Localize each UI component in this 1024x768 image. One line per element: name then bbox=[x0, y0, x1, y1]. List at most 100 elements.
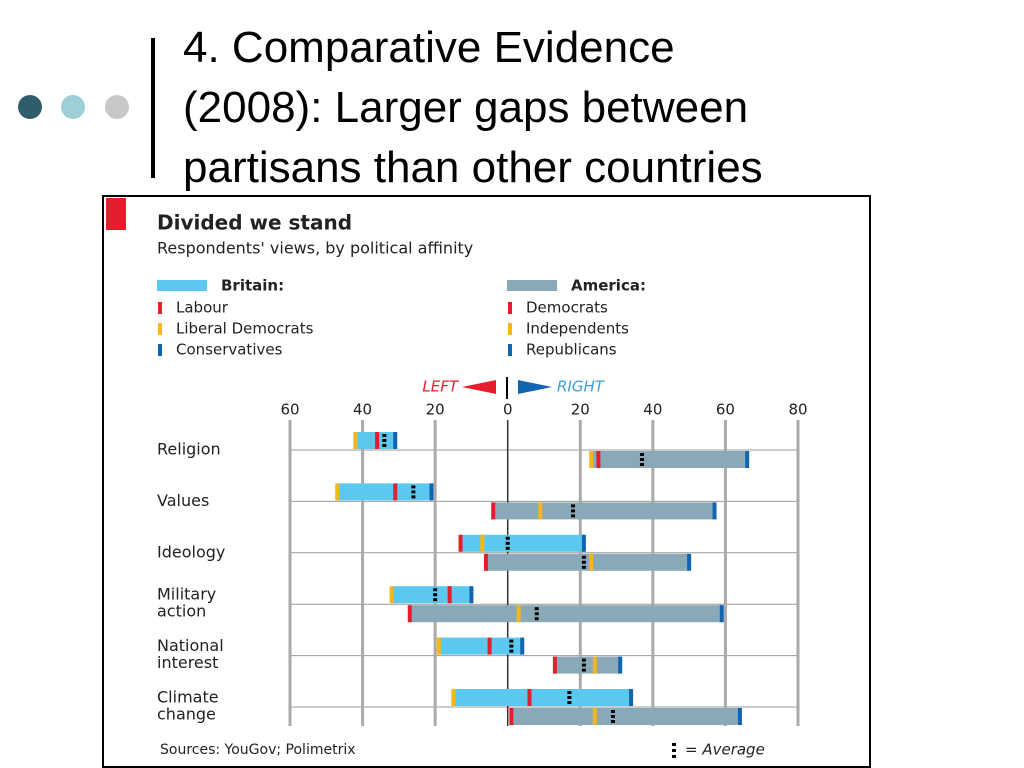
average-dot bbox=[411, 490, 416, 494]
average-dot bbox=[567, 691, 572, 694]
party-marker bbox=[509, 708, 514, 725]
party-marker bbox=[447, 586, 452, 604]
average-dot bbox=[581, 560, 586, 564]
range-bar bbox=[409, 605, 722, 623]
average-dot bbox=[534, 617, 539, 621]
range-bar bbox=[391, 586, 472, 604]
party-marker bbox=[629, 689, 634, 706]
category-label: Ideology bbox=[157, 542, 225, 561]
party-marker bbox=[407, 605, 412, 623]
average-dot bbox=[505, 546, 510, 550]
average-label: = Average bbox=[685, 741, 765, 759]
average-marker bbox=[411, 485, 416, 499]
legend-label: Democrats bbox=[526, 299, 608, 317]
average-marker bbox=[610, 710, 615, 723]
average-marker bbox=[571, 504, 576, 518]
average-dot bbox=[571, 509, 576, 513]
party-marker bbox=[581, 534, 586, 552]
center-tick bbox=[506, 377, 508, 399]
average-dot bbox=[433, 593, 438, 597]
average-marker bbox=[534, 607, 539, 621]
x-tick-label: 40 bbox=[353, 401, 372, 419]
average-key bbox=[672, 743, 676, 746]
party-marker bbox=[687, 553, 692, 571]
party-marker bbox=[712, 502, 717, 520]
x-tick-label: 20 bbox=[426, 401, 445, 419]
average-dot bbox=[382, 434, 387, 437]
average-dot bbox=[571, 504, 576, 508]
slide-title: 4. Comparative Evidence (2008): Larger g… bbox=[183, 18, 763, 198]
average-marker bbox=[433, 588, 438, 602]
average-key bbox=[672, 755, 676, 758]
average-key bbox=[672, 749, 676, 752]
range-bar bbox=[460, 534, 584, 552]
range-bar bbox=[453, 689, 632, 706]
party-marker bbox=[393, 483, 398, 501]
average-marker bbox=[581, 555, 586, 569]
legend-marker bbox=[158, 344, 162, 356]
right-label: RIGHT bbox=[557, 378, 606, 396]
average-dot bbox=[433, 588, 438, 592]
average-dot bbox=[610, 710, 615, 713]
chart-subtitle: Respondents' views, by political affinit… bbox=[157, 239, 473, 258]
average-dot bbox=[567, 696, 572, 699]
title-line: partisans than other countries bbox=[183, 143, 763, 192]
category-label: change bbox=[157, 705, 216, 724]
legend-label: Independents bbox=[526, 320, 629, 338]
title-line: (2008): Larger gaps between bbox=[183, 83, 749, 132]
party-marker bbox=[592, 656, 597, 674]
average-dot bbox=[411, 485, 416, 489]
title-line: 4. Comparative Evidence bbox=[183, 23, 675, 72]
category-label: interest bbox=[157, 653, 218, 672]
party-marker bbox=[393, 432, 398, 449]
legend-swatch bbox=[507, 280, 557, 291]
legend-marker bbox=[508, 302, 512, 314]
party-marker bbox=[737, 708, 742, 725]
party-marker bbox=[719, 605, 724, 623]
category-label: Climate bbox=[157, 688, 219, 707]
average-dot bbox=[639, 463, 644, 466]
average-dot bbox=[433, 598, 438, 602]
x-tick-label: 60 bbox=[280, 401, 299, 419]
average-dot bbox=[581, 668, 586, 672]
average-dot bbox=[534, 607, 539, 611]
average-marker bbox=[639, 453, 644, 466]
party-marker bbox=[458, 534, 463, 552]
party-marker bbox=[538, 502, 543, 520]
party-marker bbox=[527, 689, 532, 706]
bullet-dot bbox=[105, 95, 129, 119]
legend-label: Labour bbox=[176, 299, 229, 317]
average-dot bbox=[505, 541, 510, 545]
divider bbox=[151, 38, 155, 178]
x-tick-label: 0 bbox=[503, 401, 513, 419]
left-label: LEFT bbox=[422, 378, 459, 396]
average-dot bbox=[382, 444, 387, 447]
average-dot bbox=[610, 715, 615, 718]
x-tick-label: 20 bbox=[571, 401, 590, 419]
party-marker bbox=[596, 451, 601, 468]
average-marker bbox=[509, 639, 514, 653]
average-dot bbox=[639, 453, 644, 456]
party-marker bbox=[487, 637, 492, 655]
party-marker bbox=[592, 708, 597, 725]
legend-label: Republicans bbox=[526, 341, 617, 359]
legend-swatch bbox=[157, 280, 207, 291]
average-marker bbox=[567, 691, 572, 704]
average-dot bbox=[581, 555, 586, 559]
legend-label: Conservatives bbox=[176, 341, 283, 359]
right-arrow bbox=[518, 380, 552, 394]
average-dot bbox=[411, 495, 416, 499]
party-marker bbox=[618, 656, 623, 674]
average-dot bbox=[610, 720, 615, 723]
legend-marker bbox=[158, 323, 162, 335]
average-dot bbox=[509, 644, 514, 648]
range-bar bbox=[438, 637, 523, 655]
left-arrow bbox=[462, 380, 496, 394]
party-marker bbox=[589, 553, 594, 571]
party-marker bbox=[745, 451, 750, 468]
average-marker bbox=[382, 434, 387, 447]
average-dot bbox=[509, 639, 514, 643]
legend-label: Liberal Democrats bbox=[176, 320, 314, 338]
